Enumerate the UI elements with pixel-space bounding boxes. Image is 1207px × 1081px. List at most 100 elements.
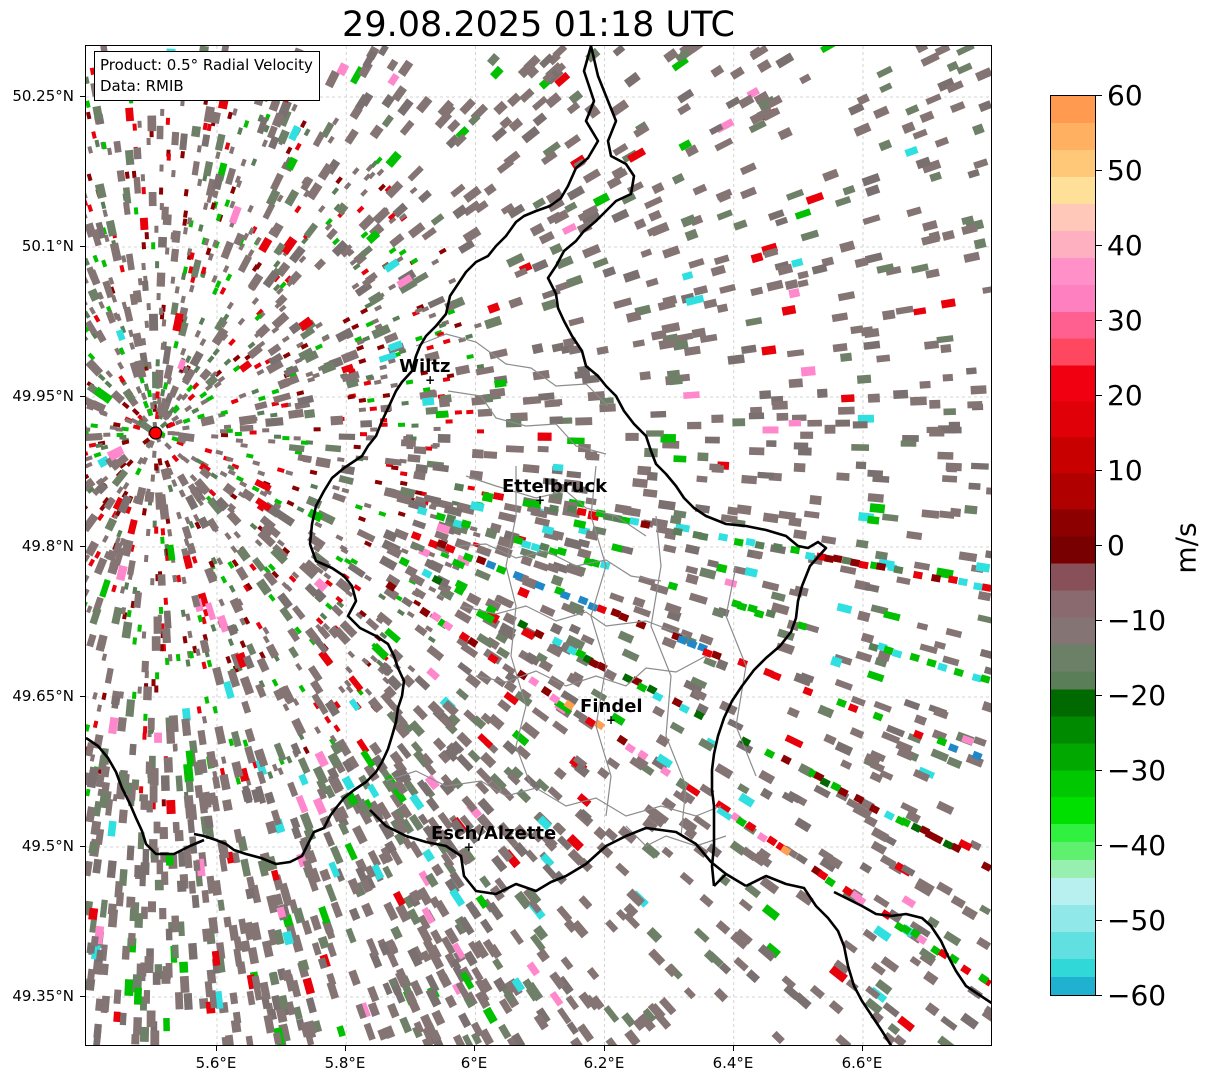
radar-echo-bin xyxy=(370,654,378,663)
radar-echo-bin xyxy=(869,750,886,763)
radar-echo-bin xyxy=(609,592,625,603)
radar-echo-bin xyxy=(107,908,119,928)
radar-echo-bin xyxy=(181,576,187,585)
radar-echo-bin xyxy=(256,657,270,673)
radar-echo-bin xyxy=(358,214,376,231)
radar-echo-bin xyxy=(307,376,316,383)
radar-echo-bin xyxy=(876,263,895,274)
radar-echo-bin xyxy=(382,529,398,543)
radar-echo-bin xyxy=(615,908,628,921)
radar-echo-bin xyxy=(228,146,235,155)
radar-echo-bin xyxy=(345,755,360,771)
radar-echo-bin xyxy=(512,570,524,581)
radar-echo-bin xyxy=(272,392,292,404)
radar-echo-bin xyxy=(943,408,956,416)
radar-echo-bin xyxy=(392,786,407,804)
radar-echo-bin xyxy=(295,662,303,671)
radar-echo-bin xyxy=(612,143,629,157)
radar-echo-bin xyxy=(171,230,181,243)
colorbar-tick-mark xyxy=(1096,170,1102,171)
colorbar-tick-label: 0 xyxy=(1107,529,1125,562)
radar-echo-bin xyxy=(603,668,618,682)
radar-echo-bin xyxy=(393,722,410,739)
radar-echo-bin xyxy=(577,548,592,560)
radar-echo-bin xyxy=(863,340,881,351)
radar-echo-bin xyxy=(429,1029,442,1043)
radar-echo-bin xyxy=(86,100,91,109)
radar-echo-bin xyxy=(251,297,260,306)
radar-echo-bin xyxy=(124,979,134,997)
colorbar-tick-mark xyxy=(1096,845,1102,846)
radar-echo-bin xyxy=(830,656,843,668)
radar-echo-bin xyxy=(475,366,495,376)
radar-echo-bin xyxy=(958,551,978,563)
radar-echo-bin xyxy=(152,972,161,985)
radar-echo-bin xyxy=(338,475,354,485)
radar-echo-bin xyxy=(129,743,137,756)
radar-site-marker[interactable] xyxy=(149,426,163,440)
radar-echo-bin xyxy=(657,299,676,311)
radar-echo-bin xyxy=(697,452,709,462)
radar-echo-bin xyxy=(456,554,471,567)
radar-echo-bin xyxy=(256,504,265,512)
radar-echo-bin xyxy=(363,1022,376,1041)
radar-echo-bin xyxy=(367,985,380,1003)
radar-echo-bin xyxy=(323,921,336,940)
radar-echo-bin xyxy=(621,545,634,555)
radar-echo-bin xyxy=(121,401,130,410)
radar-echo-bin xyxy=(320,361,337,375)
radar-echo-bin xyxy=(503,502,522,513)
radar-echo-bin xyxy=(416,886,433,906)
radar-echo-bin xyxy=(206,875,216,894)
lon-tick-mark xyxy=(862,1046,863,1051)
radar-echo-bin xyxy=(617,630,635,644)
radar-echo-bin xyxy=(425,796,440,812)
radar-echo-bin xyxy=(915,156,932,170)
radar-echo-bin xyxy=(563,479,582,488)
radar-echo-bin xyxy=(882,1002,900,1018)
radar-echo-bin xyxy=(381,93,396,109)
radar-echo-bin xyxy=(212,173,224,191)
radar-echo-bin xyxy=(650,410,667,418)
radar-echo-bin xyxy=(615,862,630,877)
radar-echo-bin xyxy=(220,409,229,416)
radar-echo-bin xyxy=(109,425,118,431)
radar-echo-bin xyxy=(107,558,121,575)
radar-echo-bin xyxy=(226,623,238,636)
radar-echo-bin xyxy=(435,512,446,522)
radar-echo-bin xyxy=(363,173,372,182)
radar-echo-bin xyxy=(121,945,130,960)
radar-echo-bin xyxy=(551,342,565,353)
radar-echo-bin xyxy=(588,106,601,119)
radar-echo-bin xyxy=(86,724,91,732)
radar-echo-bin xyxy=(870,827,890,843)
radar-echo-bin xyxy=(209,990,218,1009)
radar-echo-bin xyxy=(304,583,319,598)
radar-echo-bin xyxy=(193,365,201,374)
radar-echo-bin xyxy=(305,495,323,509)
radar-echo-bin xyxy=(942,373,954,382)
radar-echo-bin xyxy=(978,100,991,113)
radar-echo-bin xyxy=(288,575,297,583)
radar-echo-bin xyxy=(367,1002,380,1018)
radar-echo-bin xyxy=(166,728,176,744)
radar-echo-bin xyxy=(238,242,246,251)
radar-echo-bin xyxy=(834,678,853,691)
radar-echo-bin xyxy=(235,651,249,669)
radar-echo-bin xyxy=(840,759,853,770)
radar-echo-bin xyxy=(172,574,178,583)
radar-echo-bin xyxy=(385,180,404,199)
radar-echo-bin xyxy=(469,501,485,512)
radar-echo-bin xyxy=(171,169,176,178)
radar-echo-bin xyxy=(198,317,206,326)
radar-map[interactable]: + Wiltz + Ettelbruck + Findel + Esch/Alzette xyxy=(85,45,992,1046)
radar-echo-bin xyxy=(576,507,587,517)
radar-echo-bin xyxy=(399,119,415,136)
radar-echo-bin xyxy=(379,631,388,640)
radar-echo-bin xyxy=(257,410,265,416)
radar-echo-bin xyxy=(419,606,431,618)
radar-echo-bin xyxy=(482,938,499,958)
radar-echo-bin xyxy=(578,808,592,823)
radar-echo-bin xyxy=(186,542,197,555)
radar-echo-bin xyxy=(223,358,232,366)
